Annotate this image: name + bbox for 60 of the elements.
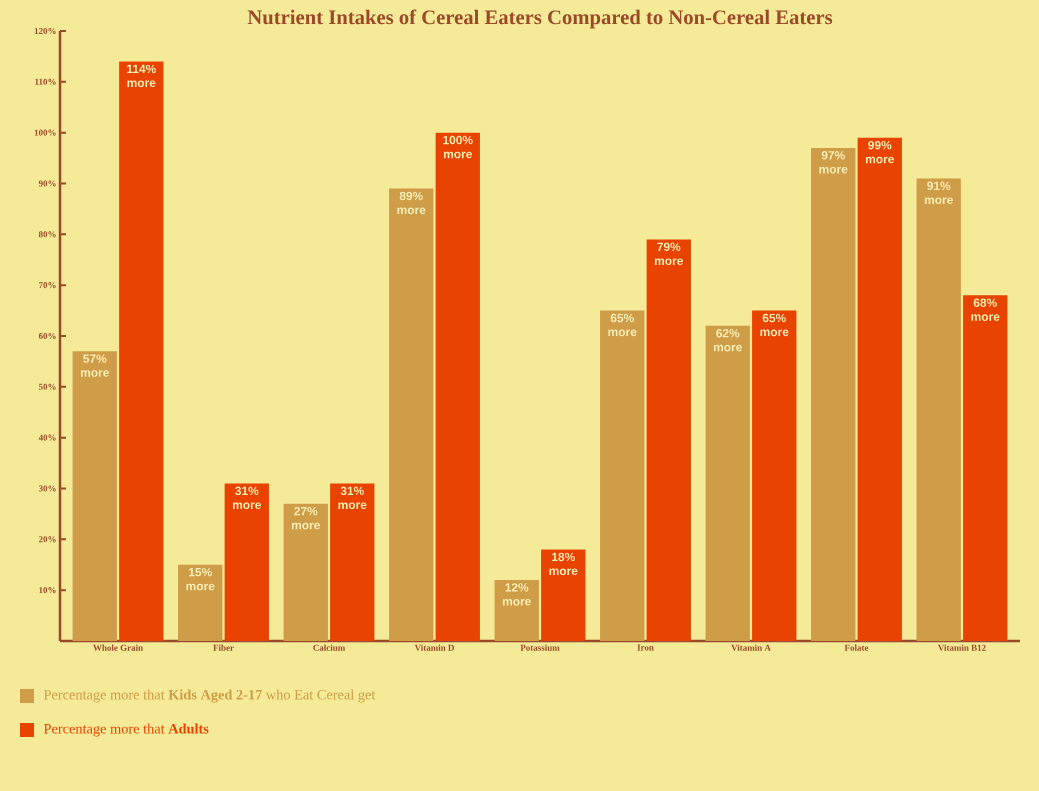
data-label: 62% more xyxy=(713,329,742,352)
data-label: 99% more xyxy=(865,140,894,164)
x-tick-label: Fiber xyxy=(213,644,234,651)
x-tick-label: Potassium xyxy=(520,644,560,651)
y-tick-label: 100% xyxy=(34,129,56,136)
bar xyxy=(224,483,269,641)
y-tick-label: 40% xyxy=(38,434,56,441)
data-label: 27% more xyxy=(291,506,320,530)
bar xyxy=(283,503,328,641)
bar xyxy=(494,579,539,641)
legend-label: Percentage more that Kids Aged 2-17 who Eat Cereal get xyxy=(43,689,376,703)
bar xyxy=(119,61,164,641)
y-tick-label: 90% xyxy=(38,180,56,187)
y-tick-label: 60% xyxy=(38,332,56,340)
bar xyxy=(857,137,902,641)
data-label: 97% more xyxy=(819,151,848,174)
x-tick-label: Folate xyxy=(844,644,869,651)
y-tick-label: 50% xyxy=(38,383,56,390)
y-tick-label: 70% xyxy=(39,282,56,289)
data-label: 31% more xyxy=(338,486,367,509)
data-label: 114% more xyxy=(127,64,156,88)
x-tick-label: Vitamin B12 xyxy=(937,644,986,651)
y-tick-label: 20% xyxy=(38,536,56,543)
x-tick-label: Vitamin D xyxy=(414,644,454,651)
bar xyxy=(963,295,1008,641)
bar xyxy=(752,310,797,641)
bar xyxy=(178,564,223,641)
data-label: 89% more xyxy=(397,191,426,215)
bar xyxy=(811,147,856,641)
x-tick-label: Whole Grain xyxy=(93,644,143,651)
chart-title: Nutrient Intakes of Cereal Eaters Compared to Non-Cereal Eaters xyxy=(247,9,833,29)
data-label: 65% more xyxy=(608,313,637,337)
data-label: 12% more xyxy=(502,583,531,606)
bar xyxy=(600,310,645,641)
y-tick-label: 110% xyxy=(35,78,56,85)
bar xyxy=(330,483,375,641)
data-label: 57% more xyxy=(80,354,109,377)
data-label: 65% more xyxy=(760,313,789,337)
y-tick-label: 120% xyxy=(34,27,56,35)
data-label: 15% more xyxy=(186,567,215,591)
bar xyxy=(389,188,434,641)
data-label: 31% more xyxy=(232,486,261,509)
bar xyxy=(435,132,480,641)
legend-label: Percentage more that Adults xyxy=(43,723,209,737)
x-tick-label: Iron xyxy=(637,644,654,651)
x-tick-label: Calcium xyxy=(313,644,346,651)
data-label: 79% more xyxy=(654,242,683,265)
data-label: 91% more xyxy=(924,181,953,204)
y-tick-label: 10% xyxy=(39,587,56,594)
x-tick-label: Vitamin A xyxy=(731,644,771,651)
bar xyxy=(646,239,691,641)
bar xyxy=(541,549,586,641)
bar xyxy=(916,178,961,641)
data-label: 18% more xyxy=(549,552,578,576)
y-tick-label: 30% xyxy=(38,485,56,492)
data-label: 100% more xyxy=(443,135,473,159)
y-tick-label: 80% xyxy=(38,231,56,238)
data-label: 68% more xyxy=(971,298,1000,321)
bar xyxy=(705,325,750,641)
bar xyxy=(72,351,117,641)
